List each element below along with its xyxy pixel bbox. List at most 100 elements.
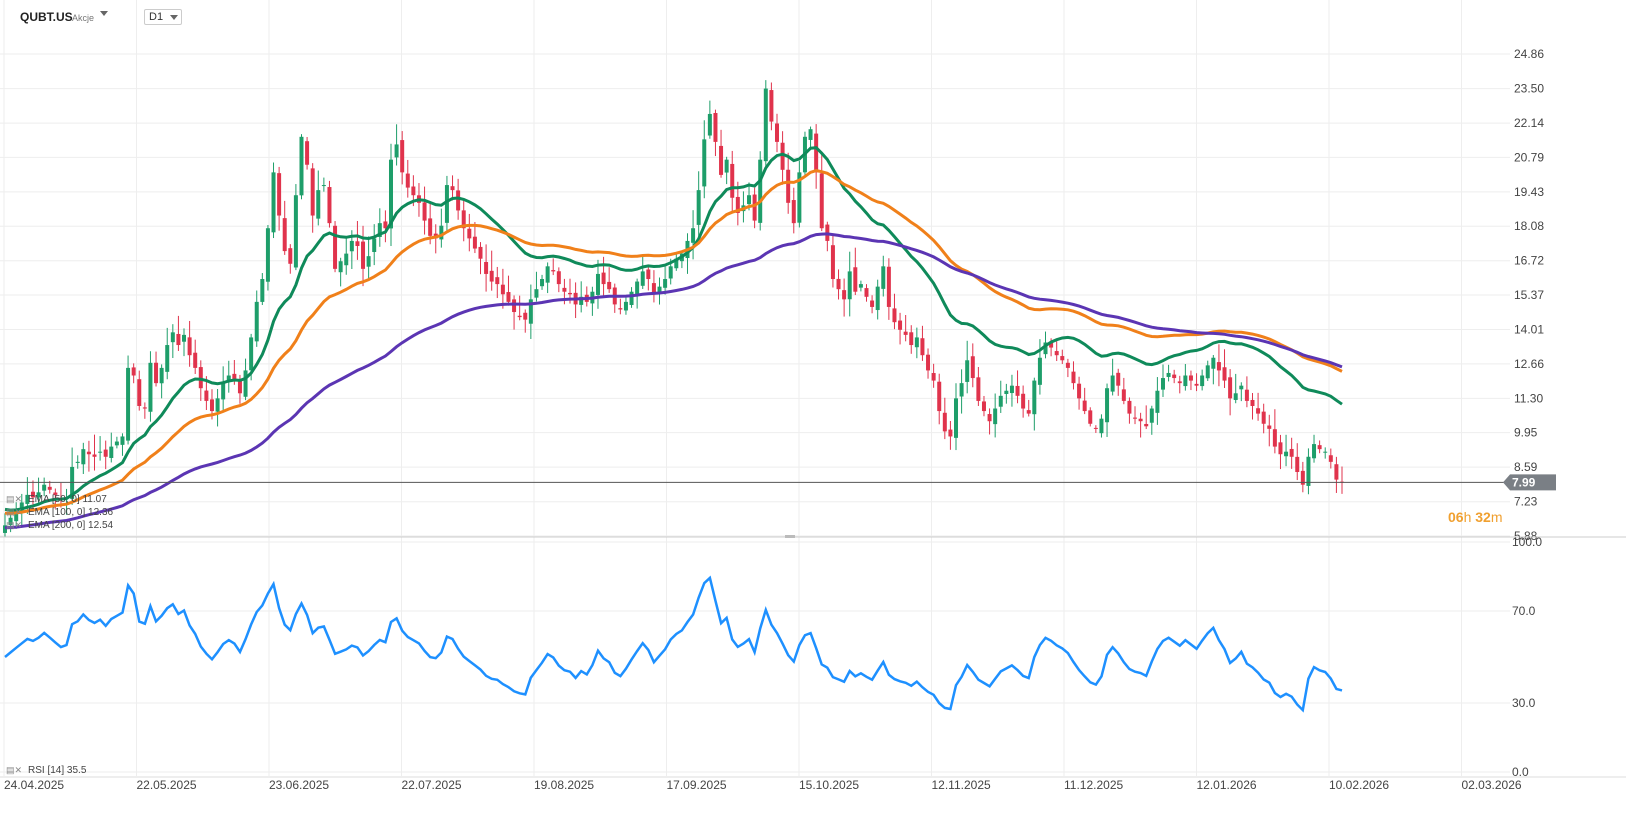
candle bbox=[791, 187, 796, 234]
candle bbox=[461, 199, 466, 242]
candle bbox=[1105, 383, 1110, 437]
candle bbox=[1082, 387, 1087, 415]
x-tick-label: 10.02.2026 bbox=[1329, 778, 1389, 792]
candle bbox=[254, 290, 259, 347]
candle bbox=[875, 279, 880, 320]
candle bbox=[1323, 447, 1328, 459]
symbol-dropdown-icon[interactable] bbox=[100, 11, 108, 16]
panel-resize-handle[interactable] bbox=[785, 535, 795, 538]
candle bbox=[1289, 437, 1294, 469]
timeframe-value: D1 bbox=[149, 11, 164, 23]
candle bbox=[1004, 383, 1009, 404]
indicator-menu-icon[interactable]: ▤✕ bbox=[6, 507, 23, 517]
candle bbox=[998, 380, 1003, 413]
indicator-menu-icon[interactable]: ▤✕ bbox=[6, 765, 23, 775]
candle bbox=[388, 143, 393, 247]
x-tick-label: 24.04.2025 bbox=[4, 778, 64, 792]
candle bbox=[92, 434, 97, 471]
candle bbox=[769, 82, 774, 131]
candle bbox=[1334, 456, 1339, 493]
candle bbox=[1267, 414, 1272, 447]
indicator-menu-icon[interactable]: ▤✕ bbox=[6, 494, 23, 504]
candle bbox=[1244, 376, 1249, 408]
candle bbox=[931, 363, 936, 388]
candle bbox=[338, 257, 343, 287]
candle bbox=[1093, 425, 1098, 433]
candle bbox=[886, 258, 891, 320]
timeframe-select[interactable]: D1 bbox=[144, 9, 182, 25]
candle bbox=[651, 270, 656, 303]
candle bbox=[512, 295, 517, 330]
candle bbox=[1127, 397, 1132, 424]
candle bbox=[42, 477, 47, 497]
candle bbox=[942, 397, 947, 440]
candle bbox=[142, 402, 147, 419]
candle bbox=[299, 134, 304, 200]
candle bbox=[730, 150, 735, 212]
candle bbox=[170, 324, 175, 359]
ema-line-50 bbox=[4, 146, 1343, 512]
candle bbox=[114, 436, 119, 449]
candle bbox=[1211, 355, 1216, 385]
candle bbox=[282, 200, 287, 255]
candle bbox=[98, 436, 103, 461]
candle bbox=[623, 296, 628, 315]
candle bbox=[814, 124, 819, 189]
candle bbox=[137, 370, 142, 411]
candle bbox=[1021, 385, 1026, 418]
candle bbox=[674, 252, 679, 271]
symbol-label[interactable]: QUBT.US bbox=[20, 10, 73, 24]
candle bbox=[825, 221, 830, 252]
candle bbox=[926, 348, 931, 379]
candle bbox=[495, 266, 500, 299]
candle bbox=[1317, 440, 1322, 454]
candle bbox=[277, 166, 282, 231]
candle bbox=[595, 259, 600, 309]
rsi-tick-label: 70.0 bbox=[1512, 604, 1536, 618]
candle bbox=[383, 210, 388, 243]
candle bbox=[165, 327, 170, 380]
candle bbox=[265, 225, 270, 291]
candle bbox=[109, 432, 114, 463]
candle bbox=[1200, 369, 1205, 391]
candle bbox=[467, 213, 472, 252]
candle bbox=[1216, 344, 1221, 387]
candle bbox=[1149, 405, 1154, 435]
candle bbox=[970, 343, 975, 388]
candles bbox=[3, 80, 1344, 538]
candle bbox=[433, 224, 438, 254]
x-tick-label: 02.03.2026 bbox=[1462, 778, 1522, 792]
candle bbox=[260, 273, 265, 306]
candle bbox=[540, 274, 545, 290]
candle bbox=[556, 267, 561, 293]
candle bbox=[523, 309, 528, 333]
candle bbox=[663, 266, 668, 295]
price-tick-label: 11.30 bbox=[1514, 391, 1543, 405]
candle bbox=[607, 267, 612, 293]
candle bbox=[1205, 360, 1210, 381]
x-tick-label: 11.12.2025 bbox=[1064, 778, 1123, 792]
candle bbox=[86, 440, 91, 472]
candle bbox=[361, 225, 366, 287]
candle bbox=[131, 363, 136, 384]
candle bbox=[3, 513, 7, 538]
candle bbox=[1121, 377, 1126, 405]
candle bbox=[1194, 373, 1199, 392]
candle bbox=[500, 268, 505, 309]
price-tick-label: 8.59 bbox=[1514, 460, 1538, 474]
indicator-menu-icon[interactable]: ▤✕ bbox=[6, 520, 23, 530]
ema-line-100 bbox=[5, 169, 1343, 515]
candle bbox=[534, 271, 539, 302]
candle bbox=[1278, 434, 1283, 470]
candle bbox=[305, 137, 310, 170]
rsi-tick-label: 100.0 bbox=[1512, 535, 1542, 549]
candle bbox=[321, 177, 326, 192]
candle bbox=[1228, 369, 1233, 416]
candle bbox=[182, 328, 187, 357]
candle bbox=[1312, 434, 1317, 463]
candle bbox=[1071, 361, 1076, 390]
candle bbox=[763, 80, 768, 169]
candle bbox=[75, 455, 80, 469]
candle bbox=[1222, 349, 1227, 389]
